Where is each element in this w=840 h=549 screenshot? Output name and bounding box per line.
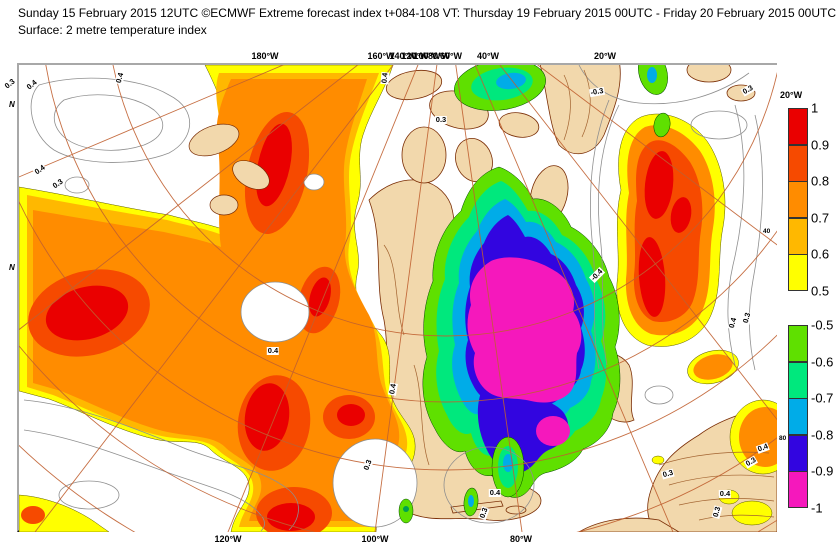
latitude-label: 40 [763,228,771,235]
legend-color-block [788,398,808,435]
longitude-label: 80°W [427,51,451,61]
contour-value-label: 0.4 [718,489,732,498]
land-iceland [686,65,732,83]
longitude-label: 40°W [476,51,500,61]
cold-anomaly-core [422,166,621,498]
longitude-label: 120°W [401,51,429,61]
land-contour-lines [383,69,775,521]
legend-value-label: -0.7 [811,390,834,406]
legend-value-label: 1 [811,100,819,116]
gray-contour-lines [23,65,763,532]
legend-color-block [788,181,808,218]
longitude-label: 80°W [509,534,533,544]
legend-color-block [788,217,808,255]
longitude-label: 100°W [413,51,441,61]
contour-value-label: 0.4 [488,488,502,497]
land-alaska-patches [188,123,270,216]
longitude-label: 140°W [389,51,417,61]
longitude-label: 120°W [214,534,242,544]
contour-value-label: 0.3 [434,115,448,124]
legend-value-label: -0.5 [811,317,834,333]
graticule-layer [19,65,777,532]
cold-anomaly-greenland [398,65,671,524]
legend-value-label: 0.5 [811,283,830,298]
legend-color-block [788,361,808,399]
legend-color-block [788,325,808,362]
legend-value-label: 0.6 [811,246,830,262]
land-arctic-island [385,69,443,101]
legend-value-label: -0.8 [811,427,834,442]
legend-color-block [788,108,808,145]
header-line-1: Sunday 15 February 2015 12UTC ©ECMWF Ext… [18,6,836,20]
legend-value-label: -0.6 [811,354,834,369]
corner-longitude-label: 20°W [780,90,803,100]
longitude-label: 60°W [439,51,463,61]
latitude-label: N [9,100,15,109]
legend-color-block [788,254,808,291]
contour-value-label: 0.4 [379,71,390,85]
legend-color-block [788,471,808,508]
longitude-label: 160°W [367,51,395,61]
legend-color-block [788,144,808,182]
longitude-label: 20°W [593,51,617,61]
warm-anomaly-atlantic [616,113,777,526]
latitude-label: N [9,263,15,272]
map-canvas [19,65,777,532]
legend-value-label: 0.8 [811,173,830,189]
longitude-label: 100°W [361,534,389,544]
legend-value-label: 0.9 [811,137,830,152]
contour-value-label: 0.4 [266,346,280,355]
legend-value-label: -1 [811,500,823,515]
latitude-label: 80 [779,435,787,442]
legend-color-block [788,434,808,472]
longitude-label: 180°W [251,51,279,61]
land-arctic-island [401,126,447,184]
header-line-2: Surface: 2 metre temperature index [18,23,207,37]
contour-value-label: 0.3 [2,76,18,92]
legend-value-label: -0.9 [811,463,834,479]
legend-value-label: 0.7 [811,210,830,225]
